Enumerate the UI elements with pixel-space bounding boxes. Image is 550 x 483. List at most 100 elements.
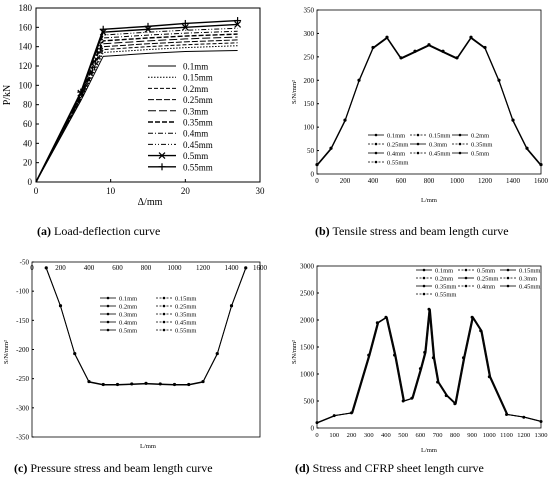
d-legend-marker [506,276,510,280]
a-point [99,25,107,33]
c-ytick-label: -300 [16,404,29,412]
c-legend-label: 0.5mm [119,328,137,335]
d-xtick-label: 500 [398,432,408,439]
d-point [479,329,483,333]
c-point [101,382,105,387]
c-ylabel: S/N/mm² [3,340,10,364]
a-point [181,19,189,27]
d-legend-marker [506,284,510,288]
c-xtick-label: 1600 [253,264,268,272]
b-point [483,45,487,50]
b-point [539,163,543,167]
a-series-line-0.15mm [35,45,238,183]
b-xtick-label: 600 [396,177,407,185]
b-ytick-label: 200 [304,77,315,85]
d-ytick-label: 2000 [300,317,315,325]
b-legend-marker [416,133,420,137]
c-ytick-label: -50 [20,259,30,267]
a-ytick-label: 0 [28,177,33,187]
d-legend-label: 0.4mm [477,284,495,291]
d-legend-label: 0.2mm [435,276,453,283]
d-xtick-label: 900 [467,432,477,439]
c-point [73,351,77,356]
d-legend-marker [464,284,468,288]
d-point [431,356,435,360]
b-point [399,56,403,60]
d-legend-label: 0.25mm [477,276,499,283]
d-ytick-label: 500 [304,398,315,406]
caption-c-text: Pressure stress and beam length curve [30,461,213,475]
c-legend-marker [162,328,166,332]
b-ytick-label: 150 [304,100,315,108]
a-legend-label: 0.15mm [183,73,213,83]
b-legend-label: 0.35mm [471,142,493,149]
a-ytick-label: 160 [19,22,33,32]
b-ytick-label: 350 [304,7,315,15]
d-ytick-label: 1000 [300,371,315,379]
d-legend-label: 0.15mm [519,268,541,275]
b-ylabel: S/N/mm² [291,80,298,104]
a-ylabel: P/kN [2,85,13,106]
a-plot-frame [35,7,261,183]
b-legend-marker [416,151,420,155]
b-ytick-label: 0 [311,171,315,179]
b-legend-marker [374,160,378,164]
b-xtick-label: 200 [340,177,351,185]
c-legend-marker [106,304,110,308]
c-xtick-label: 1000 [168,264,183,272]
c-legend-marker [106,320,110,324]
caption-a-label: (a) [37,224,51,238]
c-legend-marker [106,312,110,316]
d-legend-marker [506,268,510,272]
b-point [343,118,347,122]
a-point [234,17,242,25]
a-series-line-0.2mm [35,42,238,183]
c-xtick-label: 800 [141,264,152,272]
c-legend-label: 0.35mm [175,312,197,319]
d-xtick-label: 1000 [483,432,496,439]
d-legend-label: 0.3mm [519,276,537,283]
d-point [410,396,414,400]
d-point [461,356,465,360]
d-point [436,380,440,384]
b-xtick-label: 1400 [506,177,521,185]
b-legend-label: 0.4mm [387,151,405,158]
c-legend-marker [162,296,166,300]
c-legend-label: 0.4mm [119,320,137,327]
d-legend-label: 0.45mm [519,284,541,291]
b-ytick-label: 250 [304,53,315,61]
d-xtick-label: 700 [433,432,443,439]
c-point [201,379,205,384]
c-point [58,304,63,308]
b-legend-label: 0.55mm [387,160,409,167]
a-legend-label: 0.3mm [183,106,208,116]
d-legend-marker [422,276,426,280]
a-ytick-label: 60 [23,119,33,129]
c-legend-marker [162,304,166,308]
b-legend-marker [458,133,462,137]
d-ytick-label: 1500 [300,344,315,352]
a-legend-label: 0.5mm [183,151,208,161]
d-xtick-label: 400 [381,432,391,439]
b-point [525,146,529,150]
d-point [487,375,491,379]
caption-d-text: Stress and CFRP sheet length curve [312,461,484,475]
b-point [371,45,375,50]
d-series-line [317,309,542,424]
b-point [329,146,333,150]
c-point [130,382,134,386]
b-xtick-label: 400 [368,177,379,185]
d-point [393,353,397,357]
caption-b-label: (b) [315,224,330,238]
b-legend-marker [374,151,378,155]
b-legend-label: 0.3mm [429,142,447,149]
a-series-line-0.1mm [35,50,238,183]
d-xtick-label: 1200 [517,432,530,439]
b-point [469,35,473,39]
c-legend-label: 0.45mm [175,320,197,327]
c-ytick-label: -100 [16,288,29,296]
d-point [375,321,379,325]
d-legend-marker [422,292,426,296]
c-point [244,266,248,270]
d-point [427,307,431,311]
